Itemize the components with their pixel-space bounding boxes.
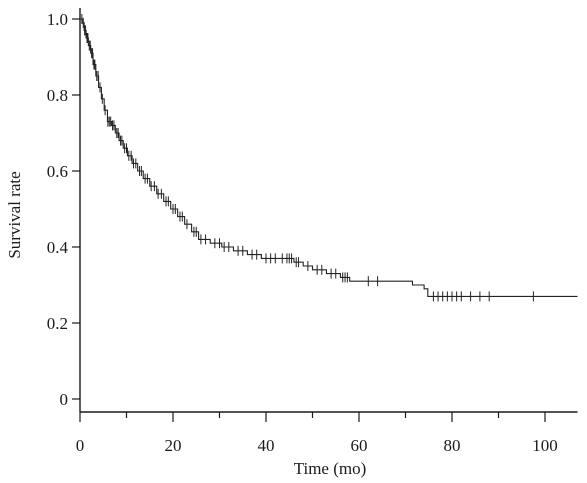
y-tick-label: 0.8: [47, 86, 68, 105]
x-tick-label: 80: [444, 436, 461, 455]
x-tick-label: 100: [532, 436, 558, 455]
x-tick-label: 0: [76, 436, 85, 455]
survival-curve: [80, 18, 578, 297]
y-tick-label: 0: [60, 390, 69, 409]
x-tick-label: 40: [258, 436, 275, 455]
x-axis-label: Time (mo): [294, 459, 367, 478]
axes: [79, 8, 578, 413]
x-tick-label: 20: [165, 436, 182, 455]
x-tick-label: 60: [351, 436, 368, 455]
y-axis-ticks: 0 0.2 0.4 0.6 0.8 1.0: [47, 10, 80, 409]
y-tick-label: 0.6: [47, 162, 68, 181]
x-axis-ticks: 0 20 40 60 80 100: [76, 412, 558, 455]
y-axis-label: Survival rate: [5, 171, 24, 258]
y-tick-label: 0.2: [47, 314, 68, 333]
y-tick-label: 0.4: [47, 238, 69, 257]
y-tick-label: 1.0: [47, 10, 68, 29]
plot-area: [80, 14, 578, 302]
